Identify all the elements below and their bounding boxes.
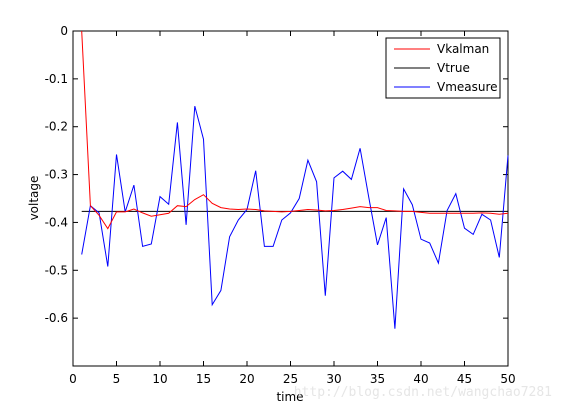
x-tick-label: 50	[500, 372, 515, 386]
y-axis-label: voltage	[27, 176, 41, 221]
x-tick-label: 35	[370, 372, 385, 386]
x-tick-label: 15	[196, 372, 211, 386]
x-tick-label: 45	[457, 372, 472, 386]
legend-label-vtrue: Vtrue	[437, 61, 470, 75]
legend: Vkalman Vtrue Vmeasure	[385, 37, 501, 99]
y-tick-label: -0.6	[45, 311, 68, 325]
y-tick-label: 0	[60, 24, 68, 38]
x-tick-label: 0	[69, 372, 77, 386]
y-axis: 0 -0.1 -0.2 -0.3 -0.4 -0.5 -0.6	[45, 24, 508, 325]
x-tick-label: 25	[283, 372, 298, 386]
legend-label-vmeasure: Vmeasure	[437, 80, 498, 94]
y-tick-label: -0.4	[45, 215, 68, 229]
x-tick-label: 5	[113, 372, 121, 386]
x-tick-label: 20	[239, 372, 254, 386]
y-tick-label: -0.5	[45, 263, 68, 277]
watermark: http://blog.csdn.net/wangchao7281	[294, 385, 552, 400]
x-tick-label: 30	[326, 372, 341, 386]
y-tick-label: -0.1	[45, 72, 68, 86]
legend-label-vkalman: Vkalman	[437, 42, 489, 56]
series-line-vkalman	[81, 30, 509, 230]
y-tick-label: -0.3	[45, 168, 68, 182]
x-tick-label: 10	[152, 372, 167, 386]
x-axis: 0 5 10 15 20 25 30 35 40 45 50	[69, 31, 516, 386]
x-tick-label: 40	[413, 372, 428, 386]
x-axis-label: time	[276, 390, 303, 404]
series-line-vmeasure	[81, 105, 509, 329]
y-tick-label: -0.2	[45, 120, 68, 134]
series-group	[81, 30, 509, 329]
